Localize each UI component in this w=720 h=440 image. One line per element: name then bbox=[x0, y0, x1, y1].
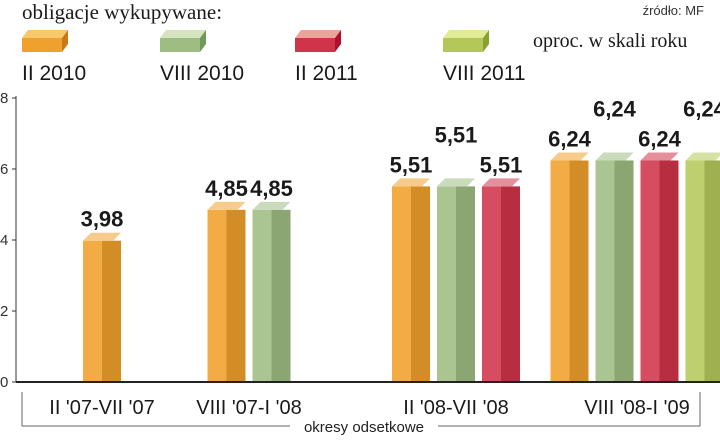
bar-front-light bbox=[437, 186, 456, 382]
y-tick-label: 0 bbox=[0, 374, 8, 391]
bar-front-light bbox=[595, 160, 615, 382]
y-tick-label: 2 bbox=[0, 303, 8, 320]
data-label: 6,24 bbox=[638, 126, 682, 151]
legend-swatch-ii-2010 bbox=[22, 30, 68, 52]
bar-front-dark bbox=[569, 160, 589, 382]
bar-front-light bbox=[482, 186, 501, 382]
data-label: 6,24 bbox=[593, 96, 637, 121]
bar-front-dark bbox=[102, 240, 121, 382]
bar-front-light bbox=[392, 186, 411, 382]
bar-top bbox=[685, 152, 720, 161]
bar-front-dark bbox=[226, 209, 246, 382]
bar-front-light bbox=[640, 160, 660, 382]
bar-top bbox=[252, 201, 291, 210]
data-label: 4,85 bbox=[250, 176, 293, 201]
bar-front-light bbox=[550, 160, 570, 382]
bar-front-light bbox=[207, 209, 227, 382]
legend-label-ii-2011: II 2011 bbox=[295, 62, 358, 85]
data-label: 5,51 bbox=[435, 122, 478, 147]
bar-top bbox=[392, 178, 430, 187]
x-title-bg bbox=[290, 418, 438, 436]
bar-front-dark bbox=[614, 160, 634, 382]
bar-top bbox=[83, 232, 121, 241]
bar-top bbox=[550, 152, 589, 161]
x-category-label: VIII '07-I '08 bbox=[196, 397, 301, 419]
source-note: źródło: MF bbox=[642, 3, 704, 18]
bar-front-dark bbox=[411, 186, 430, 382]
y-tick-label: 4 bbox=[0, 232, 8, 249]
bar-front-light bbox=[83, 240, 102, 382]
bar-front-light bbox=[685, 160, 705, 382]
bar-front-dark bbox=[659, 160, 679, 382]
x-category-label: II '08-VII '08 bbox=[403, 397, 508, 419]
data-label: 5,51 bbox=[480, 152, 523, 177]
legend-label-viii-2011: VIII 2011 bbox=[443, 62, 526, 85]
bar-front-dark bbox=[704, 160, 720, 382]
legend-item-ii-2011 bbox=[295, 28, 341, 54]
bar-top bbox=[437, 178, 475, 187]
legend-item-viii-2010 bbox=[160, 28, 206, 54]
y-tick-label: 6 bbox=[0, 161, 8, 178]
legend-swatch-viii-2010 bbox=[160, 30, 206, 52]
data-label: 5,51 bbox=[390, 152, 433, 177]
legend-item-viii-2011 bbox=[443, 28, 489, 54]
data-label: 4,85 bbox=[205, 176, 248, 201]
bar-top bbox=[595, 152, 634, 161]
legend-swatch-viii-2011 bbox=[443, 30, 489, 52]
data-label: 3,98 bbox=[81, 207, 124, 232]
legend-label-ii-2010: II 2010 bbox=[22, 62, 87, 85]
unit-note: oproc. w skali roku bbox=[533, 30, 688, 52]
bar-top bbox=[640, 152, 679, 161]
legend-label-viii-2010: VIII 2010 bbox=[160, 62, 245, 85]
bar-top bbox=[207, 201, 246, 210]
data-label: 6,24 bbox=[548, 126, 592, 151]
data-label: 6,24 bbox=[683, 96, 720, 121]
bar-front-dark bbox=[456, 186, 475, 382]
y-tick-label: 8 bbox=[0, 90, 8, 107]
bar-top bbox=[482, 178, 520, 187]
legend-item-ii-2010 bbox=[22, 28, 68, 54]
bar-front-light bbox=[252, 209, 272, 382]
legend-title: obligacje wykupywane: bbox=[22, 0, 223, 24]
x-axis-title: okresy odsetkowe bbox=[304, 419, 424, 436]
x-category-label: II '07-VII '07 bbox=[49, 397, 154, 419]
bar-front-dark bbox=[501, 186, 520, 382]
x-category-label: VIII '08-I '09 bbox=[584, 397, 689, 419]
legend-swatch-ii-2011 bbox=[295, 30, 341, 52]
bar-front-dark bbox=[271, 209, 291, 382]
